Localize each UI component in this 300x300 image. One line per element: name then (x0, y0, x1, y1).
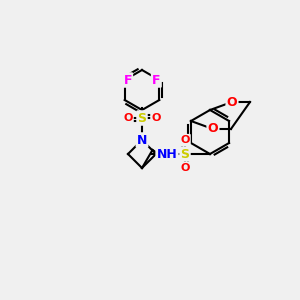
Text: O: O (123, 113, 133, 123)
Text: NH: NH (157, 148, 177, 160)
Text: O: O (180, 135, 190, 145)
Text: S: S (181, 148, 190, 160)
Text: O: O (227, 95, 237, 109)
Text: O: O (208, 122, 218, 136)
Text: F: F (152, 74, 160, 86)
Text: N: N (137, 134, 147, 146)
Text: O: O (180, 163, 190, 173)
Text: F: F (123, 74, 132, 86)
Text: S: S (137, 112, 146, 124)
Text: O: O (151, 113, 161, 123)
